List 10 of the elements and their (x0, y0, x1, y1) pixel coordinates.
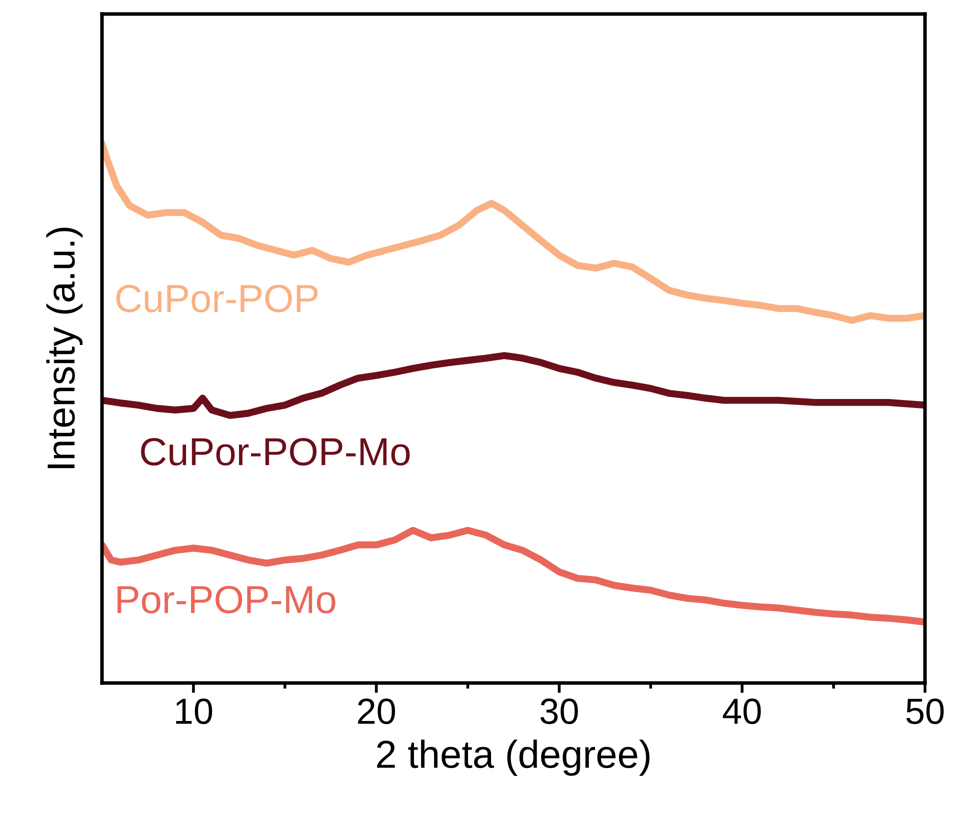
series-label: Por-POP-Mo (118, 586, 336, 614)
x-tick-label: 30 (540, 698, 578, 724)
x-tick-label: 40 (722, 698, 761, 724)
x-tick-label: 20 (358, 698, 396, 724)
y-axis-title: Intensity (a.u.) (46, 228, 83, 468)
x-tick-label: 10 (176, 698, 212, 724)
x-tick-label: 50 (906, 698, 944, 724)
series-label: CuPor-POP (116, 284, 318, 312)
x-axis-title: 2 theta (degree) (377, 740, 650, 776)
series-label: CuPor-POP-Mo (141, 438, 410, 466)
